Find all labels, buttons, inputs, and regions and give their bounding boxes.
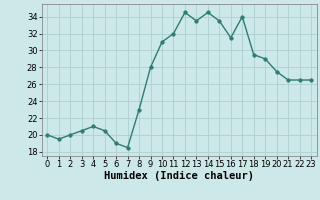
X-axis label: Humidex (Indice chaleur): Humidex (Indice chaleur) bbox=[104, 171, 254, 181]
